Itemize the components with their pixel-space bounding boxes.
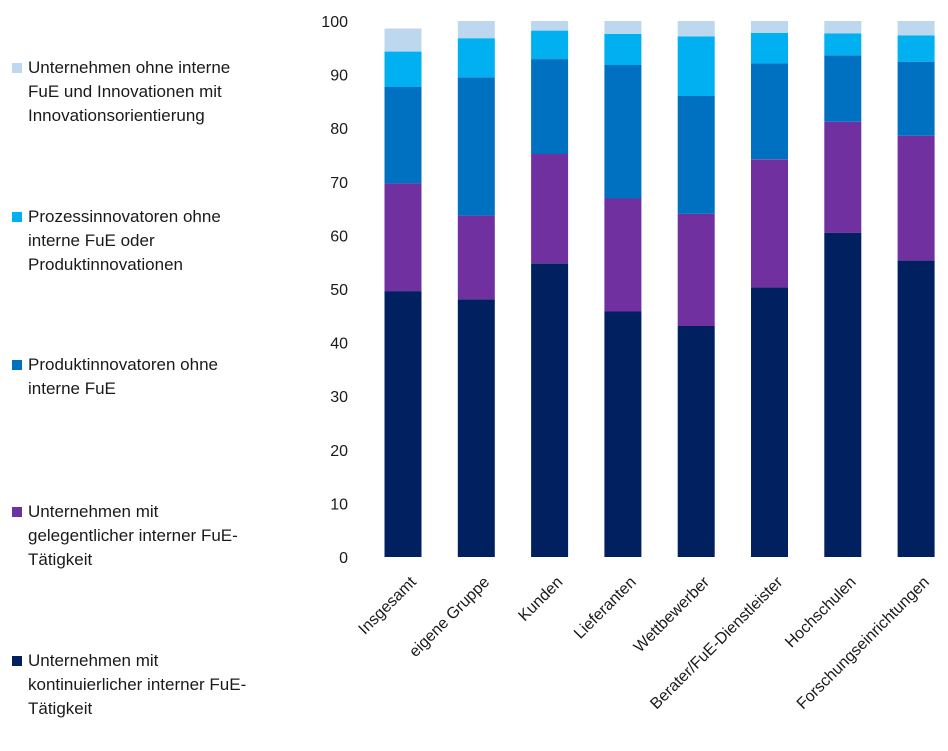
bar-segment-series-3-cat-7 <box>897 35 935 62</box>
bar-segment-series-2-cat-0 <box>384 86 422 184</box>
category-label: Forschungseinrichtungen <box>794 574 933 713</box>
legend-swatch <box>12 212 22 222</box>
bar-segment-series-4-cat-3 <box>604 21 642 34</box>
category-label: Wettbewerber <box>631 573 714 656</box>
bar-segment-series-0-cat-5 <box>751 287 788 557</box>
category-label: Lieferanten <box>571 574 640 643</box>
category-label: Kunden <box>515 574 566 625</box>
legend-item: Unternehmen mit kontinuierlicher interne… <box>12 649 312 721</box>
legend-swatch <box>12 507 22 517</box>
legend-label: Prozessinnovatoren ohne interne FuE oder… <box>28 207 221 274</box>
bar-segment-series-0-cat-6 <box>824 232 862 557</box>
bar-segment-series-3-cat-2 <box>531 30 569 59</box>
bar-segment-series-1-cat-7 <box>897 135 935 261</box>
bar-segment-series-1-cat-4 <box>677 214 715 326</box>
bar-segment-series-1-cat-0 <box>384 183 422 292</box>
bar-segment-series-4-cat-6 <box>824 21 862 34</box>
bar-segment-series-4-cat-1 <box>457 21 495 39</box>
bar-segment-series-3-cat-5 <box>751 32 788 64</box>
category-label: Hochschulen <box>782 574 859 651</box>
bar-segment-series-0-cat-7 <box>897 260 935 557</box>
legend-item: Prozessinnovatoren ohne interne FuE oder… <box>12 205 312 277</box>
bar-segment-series-1-cat-2 <box>531 153 569 264</box>
category-label: Berater/FuE-Dienstleister <box>647 573 787 713</box>
bar-segment-series-1-cat-3 <box>604 198 642 312</box>
y-tick-label: 60 <box>330 228 348 245</box>
bar-segment-series-4-cat-0 <box>384 28 422 52</box>
bar-segment-series-2-cat-4 <box>677 96 715 214</box>
y-tick-label: 30 <box>330 389 348 406</box>
bar-segment-series-4-cat-5 <box>751 21 788 33</box>
bar-segment-series-2-cat-3 <box>604 65 642 199</box>
y-tick-label: 0 <box>339 550 348 567</box>
bar-segment-series-2-cat-6 <box>824 55 862 122</box>
legend-label: Unternehmen ohne interne FuE und Innovat… <box>28 58 231 125</box>
bar-segment-series-2-cat-1 <box>457 77 495 216</box>
legend-item: Unternehmen ohne interne FuE und Innovat… <box>12 56 312 128</box>
category-label: Insgesamt <box>356 573 421 638</box>
bar-segment-series-0-cat-1 <box>457 299 495 557</box>
legend-swatch <box>12 360 22 370</box>
y-tick-label: 40 <box>330 336 348 353</box>
bar-segment-series-3-cat-6 <box>824 33 862 56</box>
y-tick-label: 50 <box>330 282 348 299</box>
legend-label: Unternehmen mit kontinuierlicher interne… <box>28 651 247 718</box>
category-label: eigene Gruppe <box>406 574 493 661</box>
legend-label: Unternehmen mit gelegentlicher interner … <box>28 502 238 569</box>
y-tick-label: 100 <box>321 14 348 31</box>
y-tick-label: 20 <box>330 443 348 460</box>
y-axis: 0 10 20 30 40 50 60 70 80 90 100 <box>321 14 348 567</box>
bar-segment-series-0-cat-3 <box>604 311 642 557</box>
legend-label: Produktinnovatoren ohne interne FuE <box>28 355 218 398</box>
y-tick-label: 10 <box>330 496 348 513</box>
y-tick-label: 80 <box>330 121 348 138</box>
bar-segment-series-2-cat-2 <box>531 59 569 154</box>
bar-segment-series-1-cat-1 <box>457 215 495 300</box>
bars <box>384 21 935 557</box>
bar-segment-series-3-cat-3 <box>604 33 642 65</box>
bar-segment-series-4-cat-2 <box>531 21 569 31</box>
legend-swatch <box>12 63 22 73</box>
bar-segment-series-3-cat-4 <box>677 36 715 96</box>
chart-legend: Unternehmen ohne interne FuE und Innovat… <box>12 0 312 751</box>
bar-segment-series-0-cat-2 <box>531 263 569 557</box>
bar-segment-series-3-cat-0 <box>384 51 422 87</box>
legend-item: Produktinnovatoren ohne interne FuE <box>12 353 312 401</box>
y-tick-label: 90 <box>330 68 348 85</box>
bar-segment-series-2-cat-5 <box>751 63 788 160</box>
bar-segment-series-1-cat-6 <box>824 121 862 233</box>
legend-swatch <box>12 656 22 666</box>
bar-segment-series-1-cat-5 <box>751 159 788 288</box>
bar-segment-series-4-cat-7 <box>897 21 935 36</box>
y-tick-label: 70 <box>330 175 348 192</box>
bar-segment-series-2-cat-7 <box>897 61 935 136</box>
bar-segment-series-0-cat-4 <box>677 326 715 557</box>
bar-segment-series-4-cat-4 <box>677 21 715 37</box>
bar-segment-series-3-cat-1 <box>457 38 495 78</box>
bar-segment-series-0-cat-0 <box>384 291 422 557</box>
legend-item: Unternehmen mit gelegentlicher interner … <box>12 500 312 572</box>
